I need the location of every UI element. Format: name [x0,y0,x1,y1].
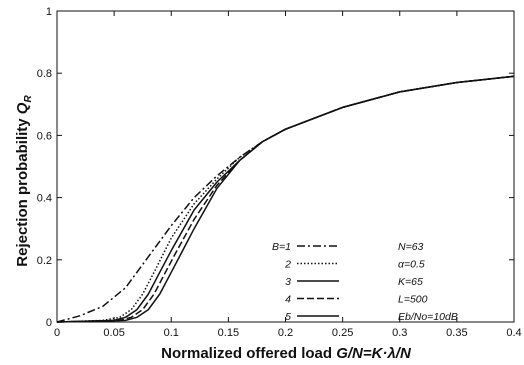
legend-label: 3 [285,276,291,288]
series-lines [56,75,515,323]
y-tick-label: 0.8 [37,68,52,80]
x-axis-label: Normalized offered load G/N=K·λ/N [161,345,412,362]
x-tick-label: 0.2 [278,327,293,339]
parameter-text: α=0.5 [398,259,425,271]
x-tick-label: 0.1 [164,327,179,339]
x-tick-label: 0.35 [446,327,467,339]
y-tick-label: 0.4 [37,193,52,205]
y-axis-ticks: 0 0.2 0.4 0.6 0.8 1 [37,6,514,329]
parameter-text: L=500 [398,294,428,306]
parameter-block: N=63 α=0.5 K=65 L=500 Eb/No=10dB [398,241,458,323]
legend-label: 4 [285,294,291,306]
x-tick-label: 0.15 [218,327,239,339]
y-axis-label: Rejection probability QR [14,95,34,267]
x-tick-label: 0.3 [392,327,407,339]
x-tick-label: 0.25 [332,327,353,339]
legend-label: 5 [285,311,291,323]
legend: B=1 2 3 4 5 [272,241,339,323]
parameter-text: N=63 [398,241,424,253]
legend-label: B=1 [272,241,291,253]
legend-label: 2 [284,259,291,271]
y-tick-label: 1 [46,6,52,18]
parameter-text: Eb/No=10dB [398,311,458,323]
parameter-text: K=65 [398,276,423,288]
x-tick-label: 0 [54,327,60,339]
x-tick-label: 0.4 [506,327,521,339]
y-tick-label: 0 [46,317,52,329]
x-tick-label: 0.05 [103,327,124,339]
series-line-5 [56,75,515,323]
y-tick-label: 0.2 [37,255,52,267]
plot-frame [56,10,515,323]
y-tick-label: 0.6 [37,130,52,142]
